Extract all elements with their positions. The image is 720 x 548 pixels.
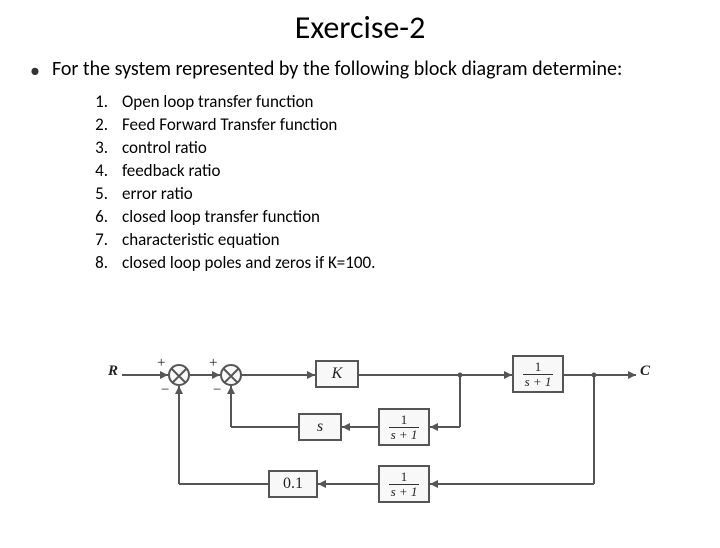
list-text: characteristic equation bbox=[122, 229, 280, 252]
list-text: Feed Forward Transfer function bbox=[122, 114, 337, 137]
sum-junction-2 bbox=[220, 364, 242, 386]
arrowhead bbox=[342, 423, 350, 431]
wire bbox=[430, 483, 594, 485]
block-G2: 1s + 1 bbox=[512, 355, 564, 393]
block-H1: 1s + 1 bbox=[378, 408, 430, 446]
arrowhead bbox=[212, 371, 220, 379]
branch-node bbox=[458, 373, 463, 378]
list-item: 6. closed loop transfer function bbox=[80, 206, 720, 229]
block-H01: 0.1 bbox=[268, 470, 318, 498]
list-item: 2. Feed Forward Transfer function bbox=[80, 114, 720, 137]
wire bbox=[231, 426, 298, 428]
sign-minus: − bbox=[161, 382, 169, 399]
wire bbox=[178, 386, 180, 484]
list-number: 7. bbox=[80, 229, 108, 252]
list-number: 3. bbox=[80, 137, 108, 160]
list-item: 7. characteristic equation bbox=[80, 229, 720, 252]
sign-plus: + bbox=[157, 355, 165, 372]
output-label: C bbox=[640, 363, 650, 380]
list-text: closed loop poles and zeros if K=100. bbox=[122, 252, 375, 275]
list-number: 4. bbox=[80, 160, 108, 183]
arrowhead bbox=[318, 480, 326, 488]
block-H2: 1s + 1 bbox=[378, 465, 430, 503]
wire bbox=[318, 483, 378, 485]
list-item: 8. closed loop poles and zeros if K=100. bbox=[80, 252, 720, 275]
block-diagram: R C + − + − K 1s + 1 s 1s + 1 0.1 1s + 1 bbox=[110, 353, 670, 528]
arrowhead bbox=[307, 371, 315, 379]
bullet-dot: • bbox=[30, 59, 40, 83]
arrowhead bbox=[504, 371, 512, 379]
sign-plus: + bbox=[209, 355, 217, 372]
list-number: 8. bbox=[80, 252, 108, 275]
wire bbox=[359, 374, 512, 376]
list-number: 5. bbox=[80, 183, 108, 206]
list-text: closed loop transfer function bbox=[122, 206, 320, 229]
list-item: 3. control ratio bbox=[80, 137, 720, 160]
list-text: error ratio bbox=[122, 183, 193, 206]
input-label: R bbox=[108, 363, 118, 380]
block-K: K bbox=[315, 360, 359, 388]
list-text: feedback ratio bbox=[122, 160, 220, 183]
arrowhead bbox=[175, 386, 183, 394]
sum-junction-1 bbox=[168, 364, 190, 386]
arrowhead bbox=[160, 371, 168, 379]
list-item: 4. feedback ratio bbox=[80, 160, 720, 183]
list-item: 5. error ratio bbox=[80, 183, 720, 206]
intro-text: For the system represented by the follow… bbox=[52, 57, 690, 82]
wire bbox=[179, 483, 268, 485]
arrowhead bbox=[430, 480, 438, 488]
list-number: 2. bbox=[80, 114, 108, 137]
intro-row: • For the system represented by the foll… bbox=[30, 57, 690, 83]
list-text: control ratio bbox=[122, 137, 207, 160]
list-number: 6. bbox=[80, 206, 108, 229]
numbered-list: 1. Open loop transfer function 2. Feed Forw… bbox=[80, 91, 720, 275]
wire bbox=[564, 374, 636, 376]
wire bbox=[242, 374, 315, 376]
wire bbox=[593, 375, 595, 484]
arrowhead bbox=[227, 386, 235, 394]
arrowhead bbox=[628, 371, 636, 379]
list-text: Open loop transfer function bbox=[122, 91, 313, 114]
wire bbox=[459, 375, 461, 427]
arrowhead bbox=[430, 423, 438, 431]
block-Hs: s bbox=[298, 413, 342, 441]
list-item: 1. Open loop transfer function bbox=[80, 91, 720, 114]
page-title: Exercise-2 bbox=[0, 8, 720, 47]
branch-node bbox=[592, 373, 597, 378]
list-number: 1. bbox=[80, 91, 108, 114]
sign-minus: − bbox=[213, 382, 221, 399]
